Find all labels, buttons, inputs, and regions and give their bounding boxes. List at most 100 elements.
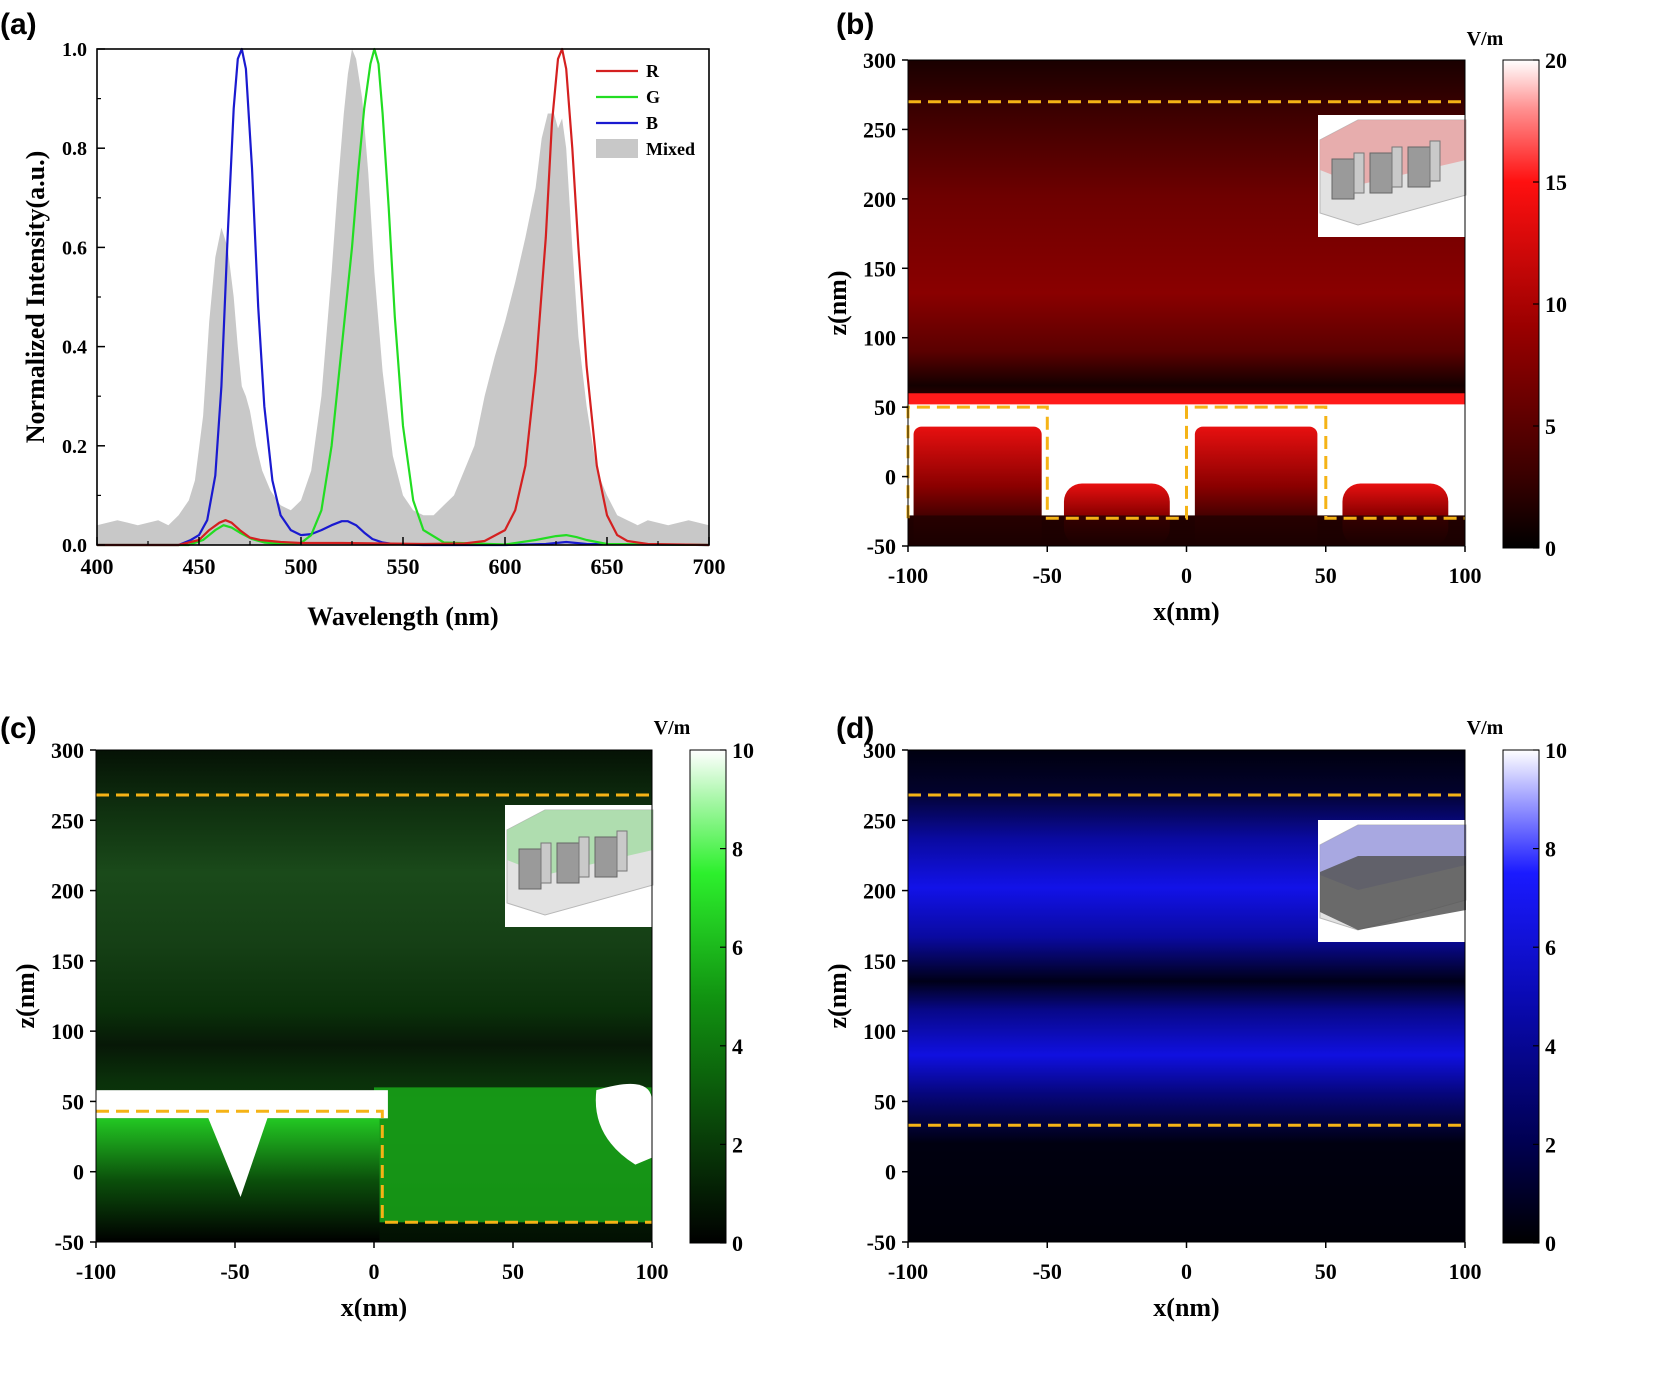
x-tick-label: 0	[1181, 1259, 1192, 1284]
inset-pillar	[1407, 146, 1431, 188]
y-tick-label: 200	[863, 187, 896, 212]
colorbar-tick-label: 0	[1545, 536, 1556, 561]
inset-pillar	[1331, 158, 1355, 200]
colorbar-scale	[1502, 749, 1540, 1244]
colorbar-unit: V/m	[1467, 717, 1504, 739]
colorbar-tick-label: 8	[1545, 837, 1556, 862]
heatmap-d: -100 -50 0 50 100-50050100150200250300x(nm)z…	[823, 717, 1567, 1322]
field-hot-spot	[207, 1115, 269, 1198]
inset-pillar	[518, 848, 542, 890]
y-tick-label: 0.4	[62, 337, 87, 359]
panel-label-a: (a)	[0, 8, 37, 41]
y-tick-label: 250	[863, 117, 896, 142]
legend-label-G: G	[646, 87, 660, 107]
colorbar-tick-label: 20	[1545, 48, 1567, 73]
x-tick-label: 100	[636, 1259, 669, 1284]
y-tick-label: 300	[863, 48, 896, 73]
x-tick-label: -50	[1033, 563, 1062, 588]
y-tick-label: 250	[51, 808, 84, 833]
legend-swatch-mixed	[596, 139, 638, 158]
colorbar-tick-label: 0	[1545, 1231, 1556, 1256]
colorbar-tick-label: 6	[732, 935, 743, 960]
colorbar-tick-label: 15	[1545, 170, 1567, 195]
y-tick-label: 100	[51, 1019, 84, 1044]
x-tick-label: -100	[888, 563, 928, 588]
series-mixed-area	[97, 49, 709, 545]
inset-pillar	[1369, 152, 1393, 194]
inset-slab	[1320, 856, 1466, 930]
field-saturated-strip	[96, 1090, 388, 1119]
x-tick-label: 450	[183, 554, 216, 579]
heatmap-c: -100 -50 0 50 100-50050100150200250300x(nm)z…	[11, 717, 754, 1322]
y-tick-label: 0	[885, 1160, 896, 1185]
x-tick-label: 500	[285, 554, 318, 579]
y-tick-label: -50	[867, 1230, 896, 1255]
x-tick-label: 400	[81, 554, 114, 579]
x-tick-label: 100	[1449, 563, 1482, 588]
x-tick-label: -100	[888, 1259, 928, 1284]
device-inset	[1318, 115, 1467, 237]
y-axis-label: z(nm)	[11, 964, 40, 1029]
inset-pillar	[594, 836, 618, 878]
colorbar: 0 5 10 15 20 V/m	[1467, 28, 1567, 561]
y-tick-label: 50	[874, 395, 896, 420]
y-tick-label: 0.2	[62, 436, 87, 458]
y-tick-label: 1.0	[62, 39, 87, 61]
legend-label-Mixed: Mixed	[646, 139, 695, 159]
colorbar-tick-label: 2	[732, 1132, 743, 1157]
colorbar-tick-label: 5	[1545, 414, 1556, 439]
x-tick-label: 0	[1181, 563, 1192, 588]
inset-pillar-side	[540, 842, 552, 884]
y-tick-label: -50	[55, 1230, 84, 1255]
y-axis-label: Normalized Intensity(a.u.)	[21, 151, 50, 443]
x-tick-label: 0	[369, 1259, 380, 1284]
heatmap-b: -100 -50 0 50 100-50050100150200250300x(nm)z…	[823, 28, 1567, 626]
y-tick-label: 0.8	[62, 138, 87, 160]
colorbar-tick-label: 6	[1545, 935, 1556, 960]
x-tick-label: 650	[591, 554, 624, 579]
y-tick-label: 200	[863, 879, 896, 904]
y-tick-label: 0	[885, 465, 896, 490]
x-tick-label: 100	[1449, 1259, 1482, 1284]
inset-pillar-side	[578, 836, 590, 878]
colorbar: 0 2 4 6 8 10 V/m	[1467, 717, 1567, 1256]
panel-label-b: (b)	[836, 8, 874, 41]
device-inset	[505, 805, 654, 927]
colorbar-tick-label: 8	[732, 837, 743, 862]
colorbar-tick-label: 4	[732, 1034, 743, 1059]
legend: RGB Mixed	[596, 61, 695, 159]
x-tick-label: 550	[387, 554, 420, 579]
x-axis-label: x(nm)	[1153, 597, 1219, 626]
inset-pillar-side	[1391, 146, 1403, 188]
colorbar-tick-label: 2	[1545, 1132, 1556, 1157]
colorbar-tick-label: 4	[1545, 1034, 1556, 1059]
boundary-guide	[906, 405, 1465, 520]
spectrum-chart: 400 450 500 550 600 650 700 0.0 0.2 0.4 0.6 0.8 1.0 W…	[21, 39, 726, 631]
inset-pillar-side	[1429, 140, 1441, 182]
x-tick-label: 50	[502, 1259, 524, 1284]
x-axis-label: x(nm)	[341, 1293, 407, 1322]
x-tick-label: 50	[1315, 1259, 1337, 1284]
y-tick-label: 50	[874, 1089, 896, 1114]
colorbar-tick-label: 10	[732, 738, 754, 763]
y-tick-label: 150	[863, 949, 896, 974]
x-tick-label: -50	[220, 1259, 249, 1284]
x-tick-label: 600	[489, 554, 522, 579]
y-tick-label: 150	[51, 949, 84, 974]
y-tick-label: 200	[51, 879, 84, 904]
x-axis-label: x(nm)	[1153, 1293, 1219, 1322]
colorbar-unit: V/m	[654, 717, 691, 739]
panel-label-d: (d)	[836, 712, 874, 745]
y-tick-label: 300	[863, 738, 896, 763]
x-tick-label: 50	[1315, 563, 1337, 588]
field-hot-spot	[595, 1083, 652, 1165]
y-tick-label: 250	[863, 808, 896, 833]
colorbar-tick-label: 10	[1545, 292, 1567, 317]
x-tick-label: -100	[76, 1259, 116, 1284]
field-bottom	[908, 515, 1465, 546]
boundary-guide	[96, 1109, 652, 1224]
legend-label-B: B	[646, 113, 658, 133]
colorbar-scale	[689, 749, 727, 1244]
y-tick-label: 150	[863, 256, 896, 281]
